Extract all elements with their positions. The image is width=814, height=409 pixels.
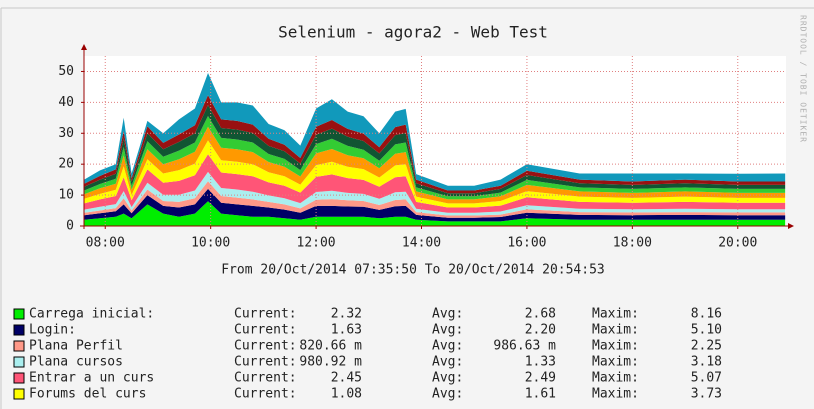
stat-avg: 1.61 <box>525 387 556 402</box>
legend-swatch <box>13 356 25 368</box>
stacked-area <box>84 95 786 194</box>
legend-swatch <box>13 308 25 320</box>
stat-label: Avg: <box>432 371 463 386</box>
legend-label: Plana Perfil <box>29 339 123 354</box>
stat-current: 820.66 m <box>299 339 362 354</box>
legend-label: Carrega inicial: <box>29 307 154 322</box>
stat-label: Avg: <box>432 387 463 402</box>
stat-max: 8.16 <box>691 307 722 322</box>
y-tick-label: 10 <box>58 188 74 203</box>
y-axis-arrow <box>81 44 87 50</box>
stacked-area <box>84 188 786 222</box>
x-tick-label: 08:00 <box>86 236 125 251</box>
stat-avg: 2.49 <box>525 371 556 386</box>
stat-max: 5.07 <box>691 371 722 386</box>
x-tick-label: 10:00 <box>191 236 230 251</box>
legend-label: Entrar a un curs <box>29 371 154 386</box>
stat-label: Maxim: <box>592 387 639 402</box>
x-tick-label: 20:00 <box>718 236 757 251</box>
stat-label: Avg: <box>432 355 463 370</box>
stat-label: Avg: <box>432 307 463 322</box>
time-range: From 20/Oct/2014 07:35:50 To 20/Oct/2014… <box>221 263 605 278</box>
stacked-area <box>84 171 786 216</box>
stat-avg: 986.63 m <box>493 339 556 354</box>
stat-label: Avg: <box>432 339 463 354</box>
chart-title: Selenium - agora2 - Web Test <box>278 23 548 42</box>
legend-swatch <box>13 388 25 400</box>
stat-max: 3.73 <box>691 387 722 402</box>
stat-avg: 2.68 <box>525 307 556 322</box>
stacked-area <box>84 201 786 226</box>
stacked-area <box>84 140 786 208</box>
stat-label: Maxim: <box>592 355 639 370</box>
stat-avg: 1.33 <box>525 355 556 370</box>
stacked-area <box>84 116 786 200</box>
stat-current: 980.92 m <box>299 355 362 370</box>
stat-label: Maxim: <box>592 371 639 386</box>
stat-label: Maxim: <box>592 307 639 322</box>
stat-current: 2.45 <box>331 371 362 386</box>
stacked-area <box>84 73 786 191</box>
side-credit: RRDTOOL / TOBI OETIKER <box>799 15 808 143</box>
stacked-area <box>84 154 786 213</box>
stat-label: Current: <box>234 387 297 402</box>
stat-current: 1.08 <box>331 387 362 402</box>
y-tick-label: 20 <box>58 157 74 172</box>
x-tick-label: 12:00 <box>297 236 336 251</box>
stat-label: Current: <box>234 355 297 370</box>
legend-swatch <box>13 372 25 384</box>
legend: Carrega inicial: Current: 2.32 Avg: 2.68 Maxi… <box>13 307 722 402</box>
stat-label: Current: <box>234 371 297 386</box>
x-tick-label: 18:00 <box>613 236 652 251</box>
stat-max: 2.25 <box>691 339 722 354</box>
stat-current: 2.32 <box>331 307 362 322</box>
legend-label: Login: <box>29 323 76 338</box>
stacked-area <box>84 126 786 204</box>
legend-label: Forums del curs <box>29 387 146 402</box>
stat-current: 1.63 <box>331 323 362 338</box>
stat-label: Maxim: <box>592 323 639 338</box>
stat-label: Avg: <box>432 323 463 338</box>
stat-label: Maxim: <box>592 339 639 354</box>
x-tick-label: 16:00 <box>507 236 546 251</box>
y-tick-label: 50 <box>58 64 74 79</box>
legend-swatch <box>13 340 25 352</box>
x-tick-label: 14:00 <box>402 236 441 251</box>
stacked-area <box>84 181 786 218</box>
stat-avg: 2.20 <box>525 323 556 338</box>
stat-label: Current: <box>234 339 297 354</box>
y-tick-label: 30 <box>58 126 74 141</box>
stacked-area <box>84 105 786 197</box>
legend-label: Plana cursos <box>29 355 123 370</box>
stat-label: Current: <box>234 307 297 322</box>
stat-max: 3.18 <box>691 355 722 370</box>
x-axis-arrow <box>788 223 794 229</box>
legend-swatch <box>13 324 25 336</box>
stat-max: 5.10 <box>691 323 722 338</box>
stat-label: Current: <box>234 323 297 338</box>
plot: 0 10 20 30 40 50 08:00 10:00 12:00 14:00 16:00 18:0… <box>58 44 794 251</box>
y-tick-label: 40 <box>58 95 74 110</box>
y-tick-label: 0 <box>66 219 74 234</box>
